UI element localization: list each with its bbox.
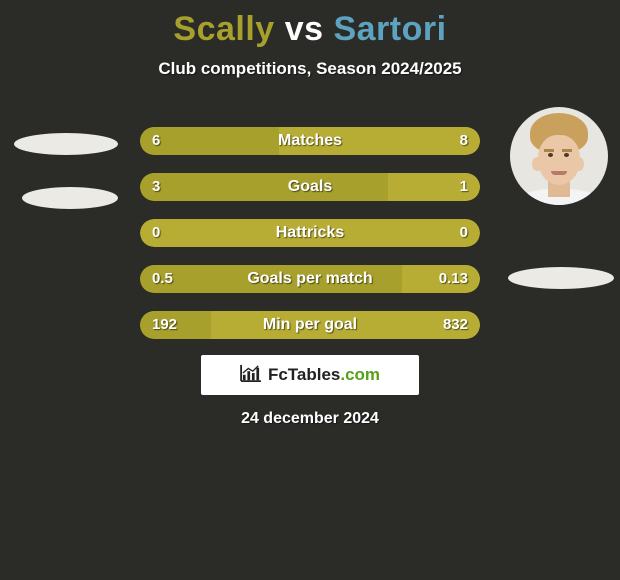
- right-player-shadow: [508, 267, 614, 289]
- left-player-ellipse-1: [14, 133, 118, 155]
- right-player-face-icon: [510, 107, 608, 205]
- left-player-ellipse-2: [22, 187, 118, 209]
- badge-prefix: FcTables: [268, 365, 340, 384]
- stat-row-min-per-goal: 192Min per goal832: [140, 311, 480, 339]
- stat-row-hattricks: 0Hattricks0: [140, 219, 480, 247]
- subtitle: Club competitions, Season 2024/2025: [0, 59, 620, 79]
- stat-bars: 6Matches8 3Goals1 0Hattricks0 0.5Goals per …: [140, 127, 480, 357]
- title-vs: vs: [285, 10, 324, 48]
- bar-label: Matches: [140, 127, 480, 155]
- page-title: Scally vs Sartori: [0, 0, 620, 49]
- bar-label: Min per goal: [140, 311, 480, 339]
- stat-row-goals-per-match: 0.5Goals per match0.13: [140, 265, 480, 293]
- right-player-portrait: [510, 107, 608, 205]
- bar-value-right: 1: [448, 173, 480, 201]
- fctables-badge[interactable]: FcTables.com: [201, 355, 419, 395]
- title-left-name: Scally: [173, 10, 274, 48]
- bar-label: Hattricks: [140, 219, 480, 247]
- bar-label: Goals: [140, 173, 480, 201]
- stat-row-goals: 3Goals1: [140, 173, 480, 201]
- bar-value-right: 832: [431, 311, 480, 339]
- snapshot-date: 24 december 2024: [0, 410, 620, 428]
- stat-row-matches: 6Matches8: [140, 127, 480, 155]
- bar-value-right: 8: [448, 127, 480, 155]
- chart-icon: [240, 364, 262, 387]
- bar-value-right: 0.13: [427, 265, 480, 293]
- badge-text: FcTables.com: [268, 365, 380, 385]
- bar-value-right: 0: [448, 219, 480, 247]
- title-right-name: Sartori: [333, 10, 446, 48]
- badge-suffix: .com: [340, 365, 380, 384]
